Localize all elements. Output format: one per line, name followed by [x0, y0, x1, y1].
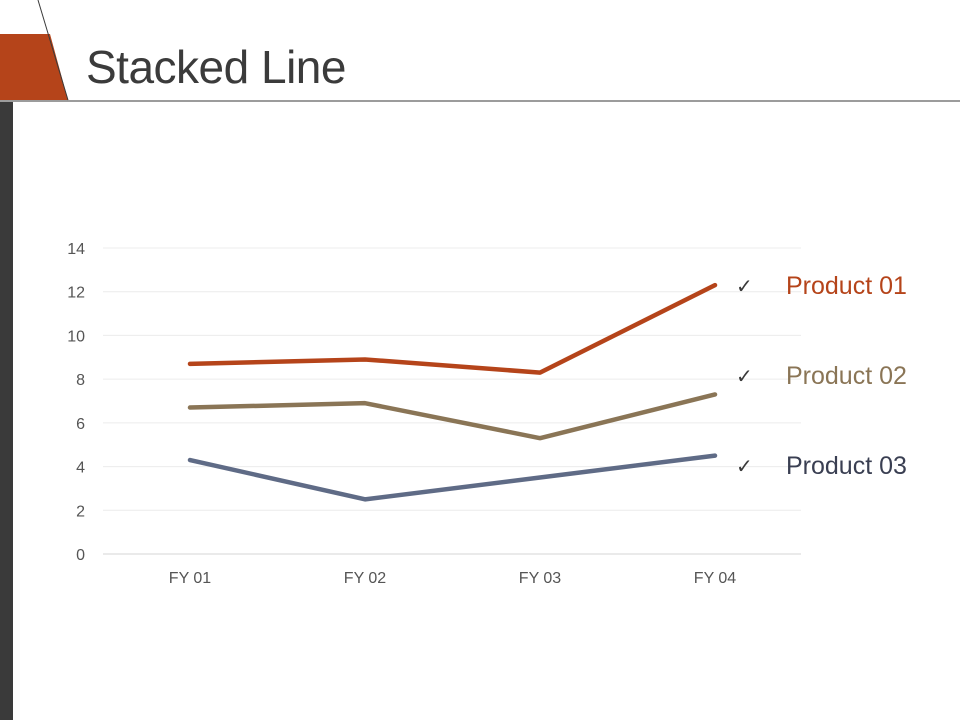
- y-tick-label: 6: [76, 416, 85, 433]
- series-line-2: [187, 392, 718, 441]
- y-tick-label: 8: [76, 372, 85, 389]
- y-tick-label: 2: [76, 503, 85, 520]
- legend-label: Product 03: [786, 451, 907, 480]
- legend: ✓ Product 01 ✓ Product 02 ✓ Product 03: [736, 266, 907, 536]
- legend-label: Product 02: [786, 361, 907, 390]
- y-tick-label: 12: [67, 285, 85, 302]
- y-tick-label: 14: [67, 241, 85, 258]
- header-decoration: [0, 0, 960, 102]
- series-layer: [187, 282, 718, 502]
- x-tick-label: FY 02: [344, 570, 387, 587]
- tick-layer: 0 2 4 6 8 10 12 14 FY 01 FY 02 FY 03 FY 04: [67, 241, 736, 587]
- header-accent-shape: [0, 34, 68, 100]
- legend-item: ✓ Product 03: [736, 446, 907, 486]
- y-tick-label: 0: [76, 547, 85, 564]
- series-line-1: [187, 282, 718, 375]
- header-diagonal-line: [37, 0, 69, 101]
- x-tick-label: FY 04: [694, 570, 737, 587]
- checkmark-icon: ✓: [736, 274, 753, 298]
- left-accent-bar: [0, 102, 13, 720]
- y-tick-label: 4: [76, 460, 85, 477]
- legend-label: Product 01: [786, 271, 907, 300]
- y-tick-label: 10: [67, 328, 85, 345]
- x-tick-label: FY 03: [519, 570, 562, 587]
- checkmark-icon: ✓: [736, 454, 753, 478]
- series-line-3: [187, 453, 718, 502]
- grid-layer: [103, 247, 801, 555]
- legend-item: ✓ Product 01: [736, 266, 907, 306]
- slide-title: Stacked Line: [86, 41, 346, 93]
- x-tick-label: FY 01: [169, 570, 212, 587]
- checkmark-icon: ✓: [736, 364, 753, 388]
- legend-item: ✓ Product 02: [736, 356, 907, 396]
